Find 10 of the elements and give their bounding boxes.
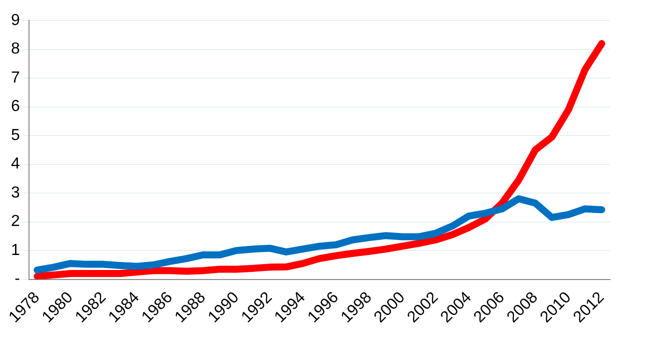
y-tick-label: 8 — [10, 40, 20, 58]
y-tick-label: 2 — [10, 213, 20, 230]
y-tick-label: 7 — [10, 69, 20, 86]
y-tick-label: 5 — [10, 126, 20, 144]
y-tick-label: 1 — [10, 242, 20, 259]
y-tick-label: 9 — [10, 12, 20, 30]
y-tick-label: 6 — [10, 98, 20, 116]
y-tick-label: 3 — [10, 184, 20, 202]
y-tick-label: - — [14, 270, 20, 288]
y-tick-label: 4 — [10, 156, 20, 173]
